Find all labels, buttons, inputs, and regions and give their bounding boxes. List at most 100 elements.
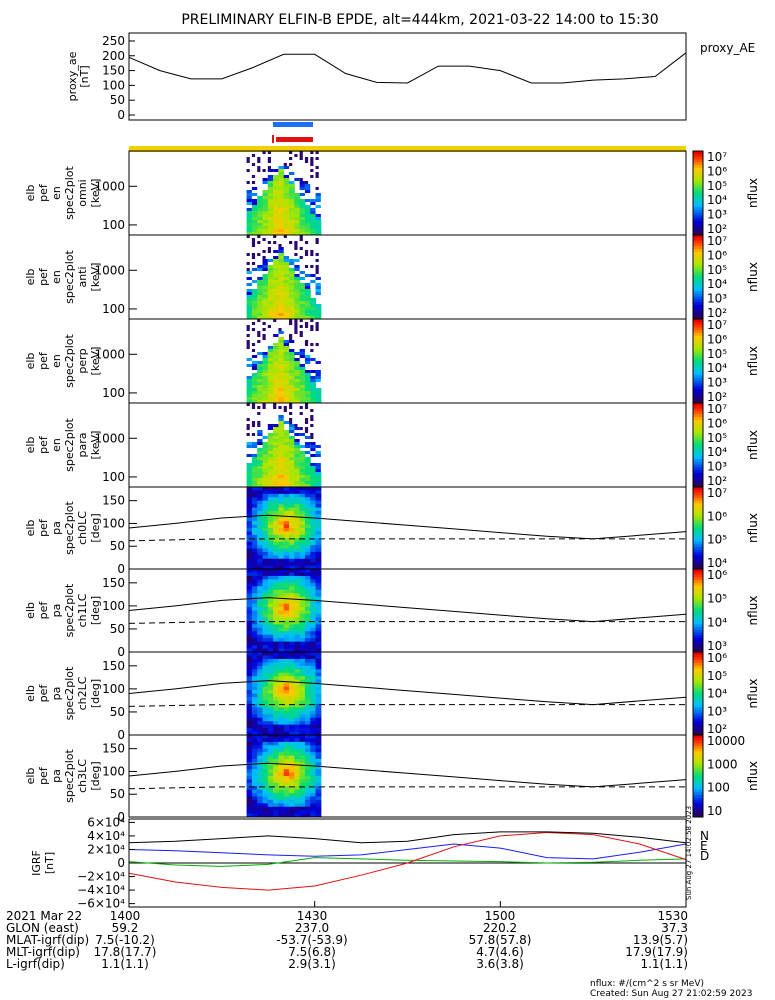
spec-pixel xyxy=(304,551,311,556)
spec-pixel xyxy=(289,460,295,464)
panel-frame xyxy=(128,32,687,121)
spec-pixel xyxy=(251,648,258,653)
spec-pixel xyxy=(267,193,274,197)
y-axis-label: pef xyxy=(37,601,50,620)
spec-pixel xyxy=(246,741,253,746)
spec-pixel xyxy=(267,361,274,365)
spec-pixel xyxy=(273,493,279,498)
spec-pixel xyxy=(251,328,256,331)
y-axis-label: elb xyxy=(24,685,37,702)
spec-pixel xyxy=(294,199,301,203)
spec-pixel xyxy=(278,782,285,787)
spec-pixel xyxy=(246,463,253,467)
spec-pixel xyxy=(246,442,252,445)
spec-pixel xyxy=(246,551,253,556)
spec-pixel xyxy=(246,745,253,750)
spec-pixel xyxy=(278,528,285,532)
colorbar-tick-label: 10⁴ xyxy=(707,687,727,701)
spec-pixel xyxy=(310,662,317,667)
spec-pixel xyxy=(289,641,295,646)
spec-pixel xyxy=(289,289,295,293)
spec-pixel xyxy=(289,475,295,479)
spec-pixel xyxy=(315,731,322,736)
spec-pixel xyxy=(289,782,295,787)
spec-pixel xyxy=(299,755,306,760)
spec-pixel xyxy=(283,738,290,743)
spec-pixel xyxy=(315,803,322,808)
spec-pixel xyxy=(278,645,285,650)
spec-pixel xyxy=(246,493,253,498)
spec-pixel xyxy=(283,400,290,404)
spec-pixel xyxy=(294,728,301,733)
spec-pixel xyxy=(289,181,295,184)
spec-pixel xyxy=(294,589,301,594)
spec-pixel xyxy=(278,696,285,701)
spec-pixel xyxy=(283,298,290,302)
spec-pixel xyxy=(267,610,274,615)
spec-pixel xyxy=(310,214,317,218)
spec-pixel xyxy=(278,316,285,320)
spec-pixel xyxy=(304,793,311,797)
spec-pixel xyxy=(273,648,279,653)
spec-pixel xyxy=(257,406,261,409)
spec-pixel xyxy=(257,367,264,371)
colorbar-segment xyxy=(693,212,703,216)
spec-pixel xyxy=(315,304,322,308)
spec-pixel xyxy=(257,679,264,684)
spec-pixel xyxy=(315,658,322,663)
spec-pixel xyxy=(262,286,269,290)
spec-pixel xyxy=(299,793,306,797)
colorbar-segment xyxy=(693,500,703,504)
spec-pixel xyxy=(310,490,317,495)
spec-pixel xyxy=(310,617,317,622)
spec-pixel xyxy=(289,193,295,197)
spec-pixel xyxy=(299,400,306,404)
spec-pixel xyxy=(251,810,258,815)
spec-pixel xyxy=(273,364,279,368)
spec-pixel xyxy=(289,607,295,611)
spec-pixel xyxy=(304,700,311,705)
spec-pixel xyxy=(283,534,290,539)
spec-pixel xyxy=(273,283,279,287)
spec-pixel xyxy=(262,514,269,519)
spec-pixel xyxy=(246,466,253,470)
spec-pixel xyxy=(304,765,311,770)
spec-pixel xyxy=(278,310,285,314)
spec-pixel xyxy=(315,241,319,244)
spec-pixel xyxy=(315,196,321,199)
spec-pixel xyxy=(262,710,269,715)
spec-pixel xyxy=(257,235,261,238)
spec-pixel xyxy=(294,286,301,290)
spec-pixel xyxy=(304,295,311,299)
spec-pixel xyxy=(246,292,252,295)
spec-pixel xyxy=(283,283,290,287)
spec-pixel xyxy=(299,679,306,684)
spec-pixel xyxy=(278,349,285,353)
spec-pixel xyxy=(267,721,274,726)
spec-pixel xyxy=(294,613,301,618)
spec-pixel xyxy=(299,349,305,352)
colorbar-segment xyxy=(693,803,703,807)
spec-pixel xyxy=(310,793,317,797)
spec-pixel xyxy=(294,710,301,715)
spec-pixel xyxy=(304,738,311,743)
spec-pixel xyxy=(289,803,295,808)
spec-pixel xyxy=(273,175,279,179)
spec-pixel xyxy=(289,481,295,485)
spec-pixel xyxy=(283,724,290,729)
spec-pixel xyxy=(273,277,279,281)
spec-pixel xyxy=(283,631,290,636)
spec-pixel xyxy=(310,325,314,328)
y-tick-label: −4×10⁴ xyxy=(77,883,125,897)
spec-pixel xyxy=(267,593,274,598)
spec-pixel xyxy=(262,521,269,526)
spec-pixel xyxy=(289,600,295,605)
spec-pixel xyxy=(273,334,279,337)
colorbar-tick-label: 10² xyxy=(707,390,727,404)
spec-pixel xyxy=(315,779,322,784)
colorbar-segment xyxy=(693,765,703,769)
spec-pixel xyxy=(273,765,279,770)
spec-pixel xyxy=(310,211,316,214)
spec-pixel xyxy=(299,528,306,532)
